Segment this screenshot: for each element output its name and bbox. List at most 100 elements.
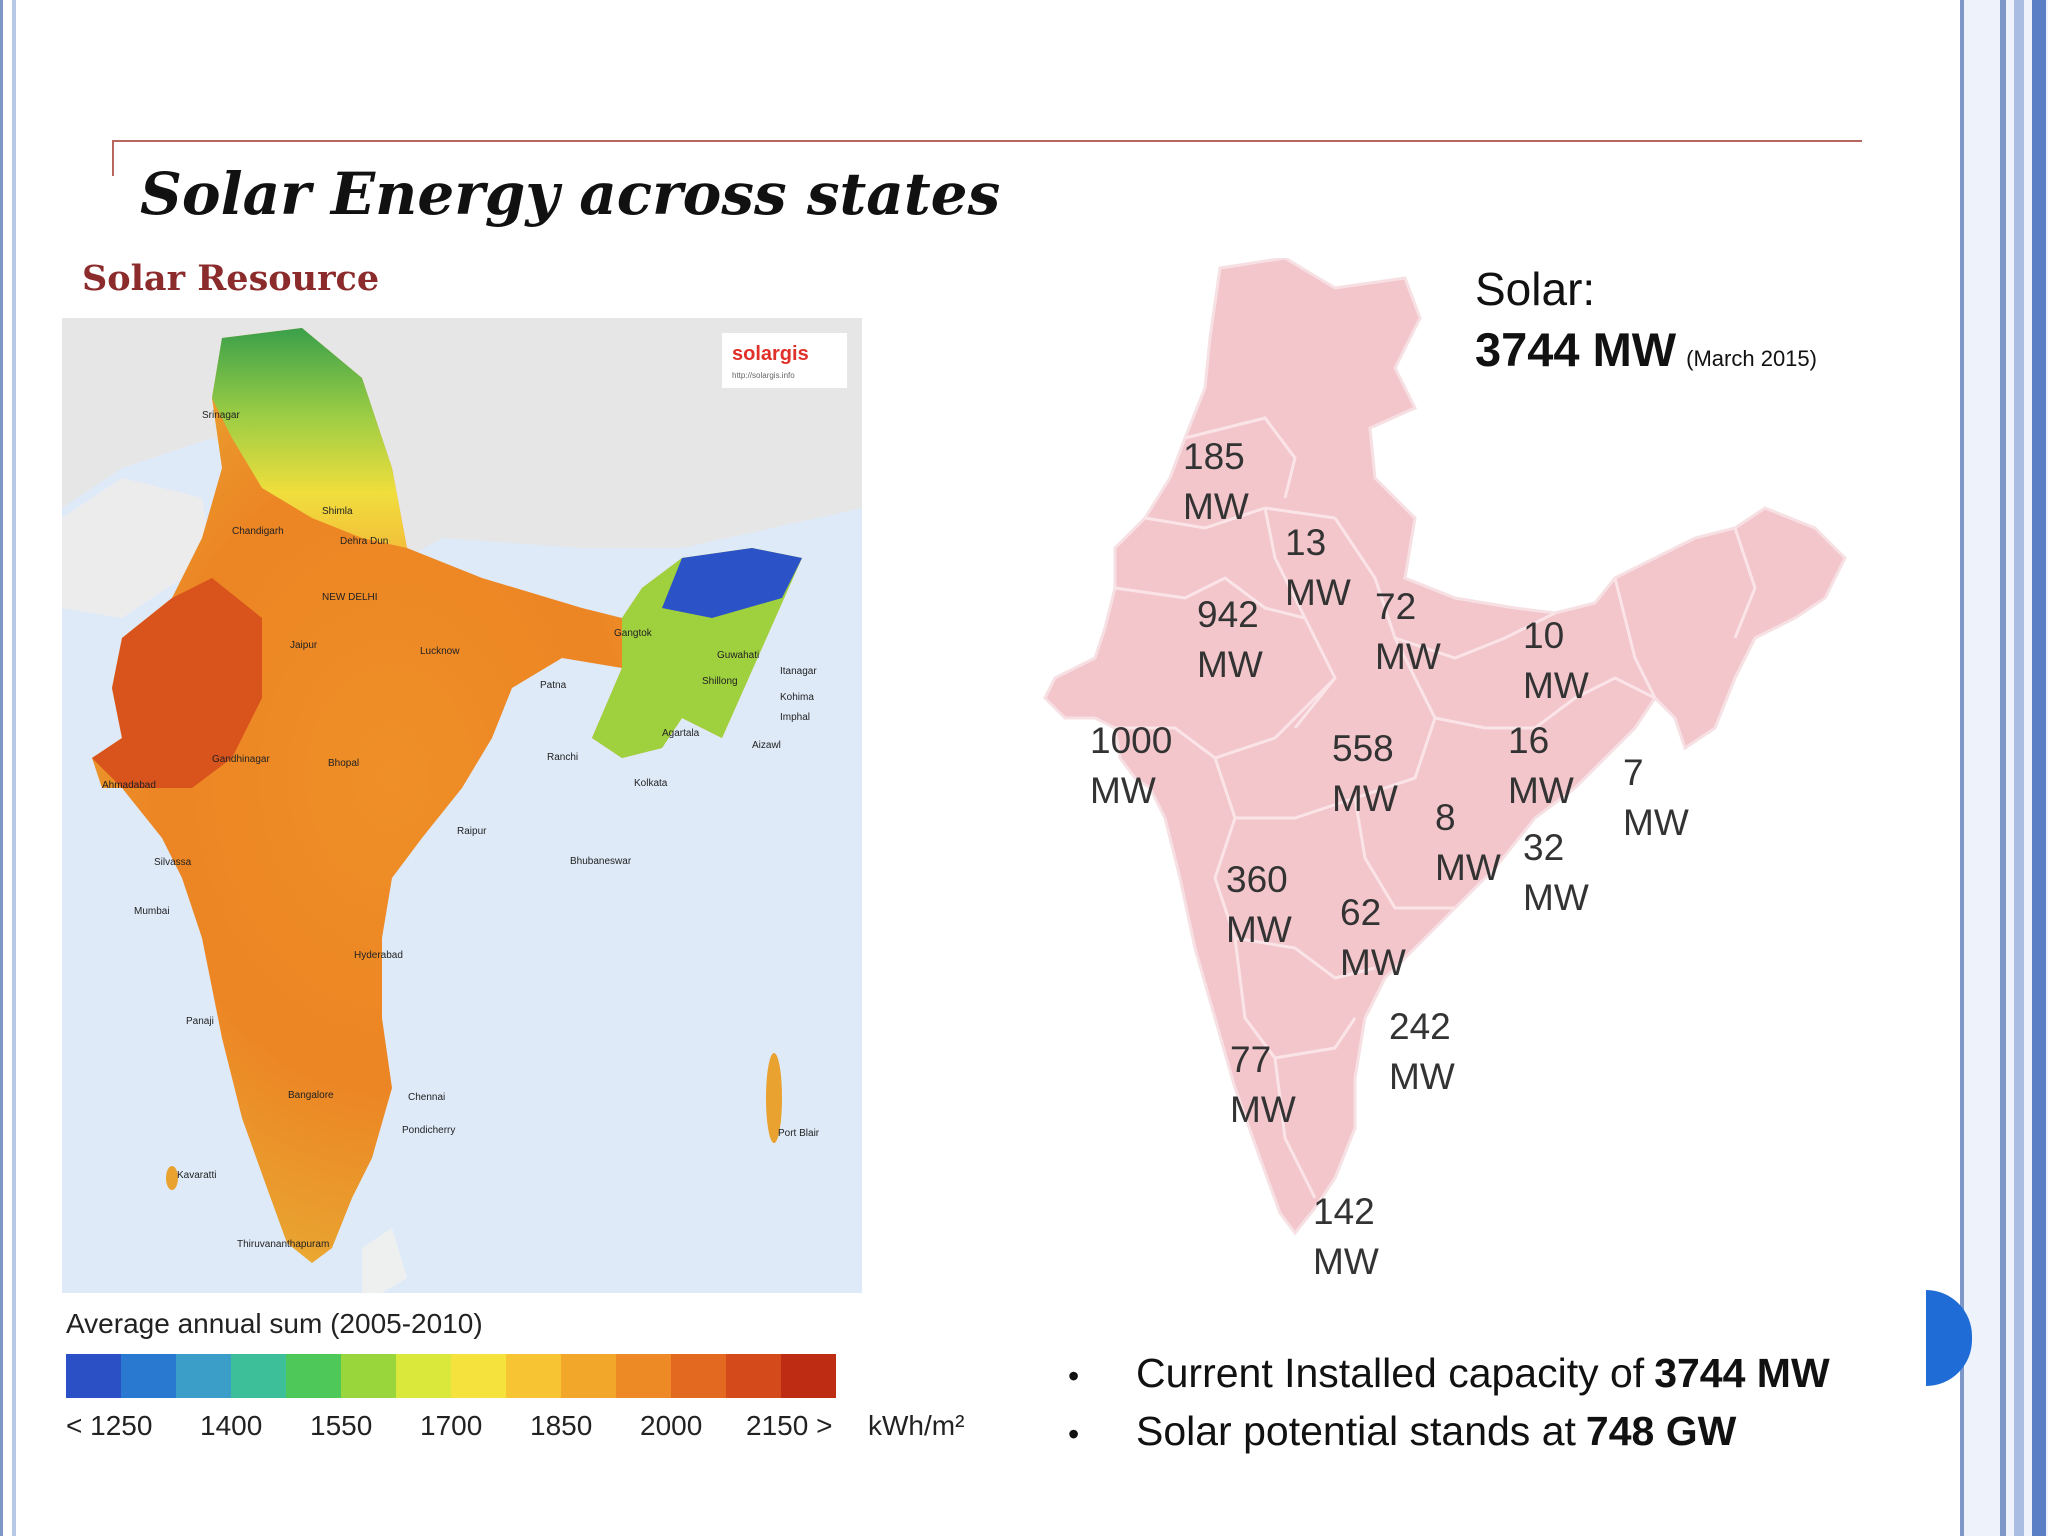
- andaman-islands: [766, 1053, 782, 1143]
- bullet-list: • Current Installed capacity of 3744 MW …: [1068, 1350, 1830, 1466]
- capacity-label: 7 MW: [1623, 752, 1689, 843]
- legend-ticks: < 1250 1400 1550 1700 1850 2000 2150 > k…: [66, 1410, 966, 1446]
- legend-swatch: [506, 1354, 561, 1398]
- capacity-label: 8 MW: [1435, 797, 1501, 888]
- city-label: Srinagar: [202, 410, 240, 421]
- city-label: Port Blair: [778, 1128, 820, 1139]
- city-label: Kavaratti: [177, 1170, 216, 1181]
- solar-total-date: (March 2015): [1686, 346, 1817, 371]
- city-label: Panaji: [186, 1016, 214, 1027]
- legend-unit: kWh/m²: [868, 1410, 965, 1441]
- legend-swatch: [286, 1354, 341, 1398]
- city-label: Ahmadabad: [102, 780, 156, 791]
- city-label: Chennai: [408, 1092, 445, 1103]
- city-labels: Srinagar Shimla Chandigarh Dehra Dun NEW…: [102, 410, 820, 1250]
- slide-frame-left: [0, 0, 16, 1536]
- title-rule-tick: [112, 140, 114, 176]
- city-label: Jaipur: [290, 640, 318, 651]
- city-label: Agartala: [662, 728, 700, 739]
- legend-tick: 2150 >: [746, 1410, 833, 1441]
- legend-tick: 1700: [420, 1410, 483, 1441]
- solargis-logo: solargis: [732, 343, 809, 365]
- installed-capacity-map: [1043, 258, 1847, 1236]
- sri-lanka: [362, 1228, 407, 1293]
- india-outline: [1043, 258, 1847, 1236]
- legend-swatch: [121, 1354, 176, 1398]
- himalaya-region: [212, 328, 407, 548]
- lakshadweep-islands: [166, 1166, 178, 1190]
- legend-swatch: [561, 1354, 616, 1398]
- city-label: Raipur: [457, 826, 487, 837]
- capacity-label: 32 MW: [1523, 827, 1589, 918]
- city-label: Kolkata: [634, 778, 668, 789]
- solar-total-value: 3744 MW: [1475, 323, 1677, 376]
- city-label: Bhubaneswar: [570, 856, 632, 867]
- capacity-label: 142 MW: [1313, 1191, 1379, 1282]
- city-label: Kohima: [780, 692, 814, 703]
- legend-swatch: [231, 1354, 286, 1398]
- capacity-label: 13 MW: [1285, 522, 1351, 613]
- legend-swatch: [671, 1354, 726, 1398]
- city-label: Chandigarh: [232, 526, 284, 537]
- solar-total: 3744 MW (March 2015): [1475, 322, 1817, 377]
- legend-swatch: [66, 1354, 121, 1398]
- city-label: Silvassa: [154, 857, 192, 868]
- solar-resource-map: solargis http://solargis.info Srinagar S…: [62, 318, 862, 1293]
- city-label: Bangalore: [288, 1090, 334, 1101]
- legend-tick: 2000: [640, 1410, 703, 1441]
- state-borders: [1114, 416, 1757, 1199]
- legend-swatch: [396, 1354, 451, 1398]
- india-heat-region: [92, 328, 802, 1263]
- city-label: Aizawl: [752, 740, 781, 751]
- legend-tick: 1550: [310, 1410, 373, 1441]
- legend-swatch: [341, 1354, 396, 1398]
- legend-swatch: [451, 1354, 506, 1398]
- city-label: Imphal: [780, 712, 810, 723]
- capacity-label: 77 MW: [1230, 1039, 1296, 1130]
- city-label: Guwahati: [717, 650, 759, 661]
- legend-title: Average annual sum (2005-2010): [66, 1308, 483, 1339]
- capacity-label: 185 MW: [1183, 436, 1249, 527]
- capacity-label: 242 MW: [1389, 1006, 1455, 1097]
- capacity-label: 62 MW: [1340, 892, 1406, 983]
- city-label: NEW DELHI: [322, 592, 378, 603]
- legend-tick: 1400: [200, 1410, 263, 1441]
- bullet-item: • Solar potential stands at 748 GW: [1068, 1408, 1737, 1454]
- solar-resource-subtitle: Solar Resource: [82, 258, 380, 299]
- northeast-low-irradiance: [662, 548, 802, 618]
- city-label: Bhopal: [328, 758, 359, 769]
- legend-swatch: [616, 1354, 671, 1398]
- legend-swatch: [176, 1354, 231, 1398]
- city-label: Itanagar: [780, 666, 817, 677]
- solargis-url: http://solargis.info: [732, 371, 795, 380]
- solar-heading: Solar:: [1475, 263, 1596, 315]
- capacity-label: 16 MW: [1508, 720, 1574, 811]
- slide-frame-right: [1960, 0, 2048, 1536]
- capacity-label: 72 MW: [1375, 586, 1441, 677]
- legend-swatch: [726, 1354, 781, 1398]
- city-label: Ranchi: [547, 752, 578, 763]
- city-label: Thiruvananthapuram: [237, 1239, 329, 1250]
- capacity-label: 558 MW: [1332, 728, 1398, 819]
- solargis-logo-box: [722, 333, 847, 388]
- city-label: Dehra Dun: [340, 536, 388, 547]
- capacity-label: 1000 MW: [1090, 720, 1173, 811]
- legend-tick: 1850: [530, 1410, 593, 1441]
- capacity-label: 10 MW: [1523, 615, 1589, 706]
- legend-color-bar: [66, 1354, 836, 1398]
- capacity-label: 942 MW: [1197, 594, 1263, 685]
- city-label: Shillong: [702, 676, 738, 687]
- slide-title: Solar Energy across states: [140, 160, 1001, 228]
- city-label: Gangtok: [614, 628, 653, 639]
- bullet-item: • Current Installed capacity of 3744 MW: [1068, 1350, 1830, 1396]
- legend-tick: < 1250: [66, 1410, 153, 1441]
- legend-swatch: [781, 1354, 836, 1398]
- city-label: Pondicherry: [402, 1125, 455, 1136]
- city-label: Mumbai: [134, 906, 170, 917]
- city-label: Shimla: [322, 506, 353, 517]
- city-label: Lucknow: [420, 646, 460, 657]
- high-irradiance-west: [92, 578, 262, 788]
- neighbour-land-west: [62, 478, 212, 618]
- city-label: Hyderabad: [354, 950, 403, 961]
- city-label: Gandhinagar: [212, 754, 270, 765]
